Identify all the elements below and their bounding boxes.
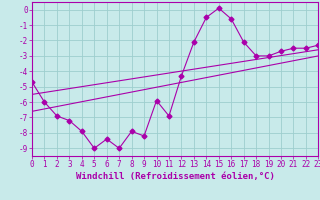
X-axis label: Windchill (Refroidissement éolien,°C): Windchill (Refroidissement éolien,°C) xyxy=(76,172,275,181)
